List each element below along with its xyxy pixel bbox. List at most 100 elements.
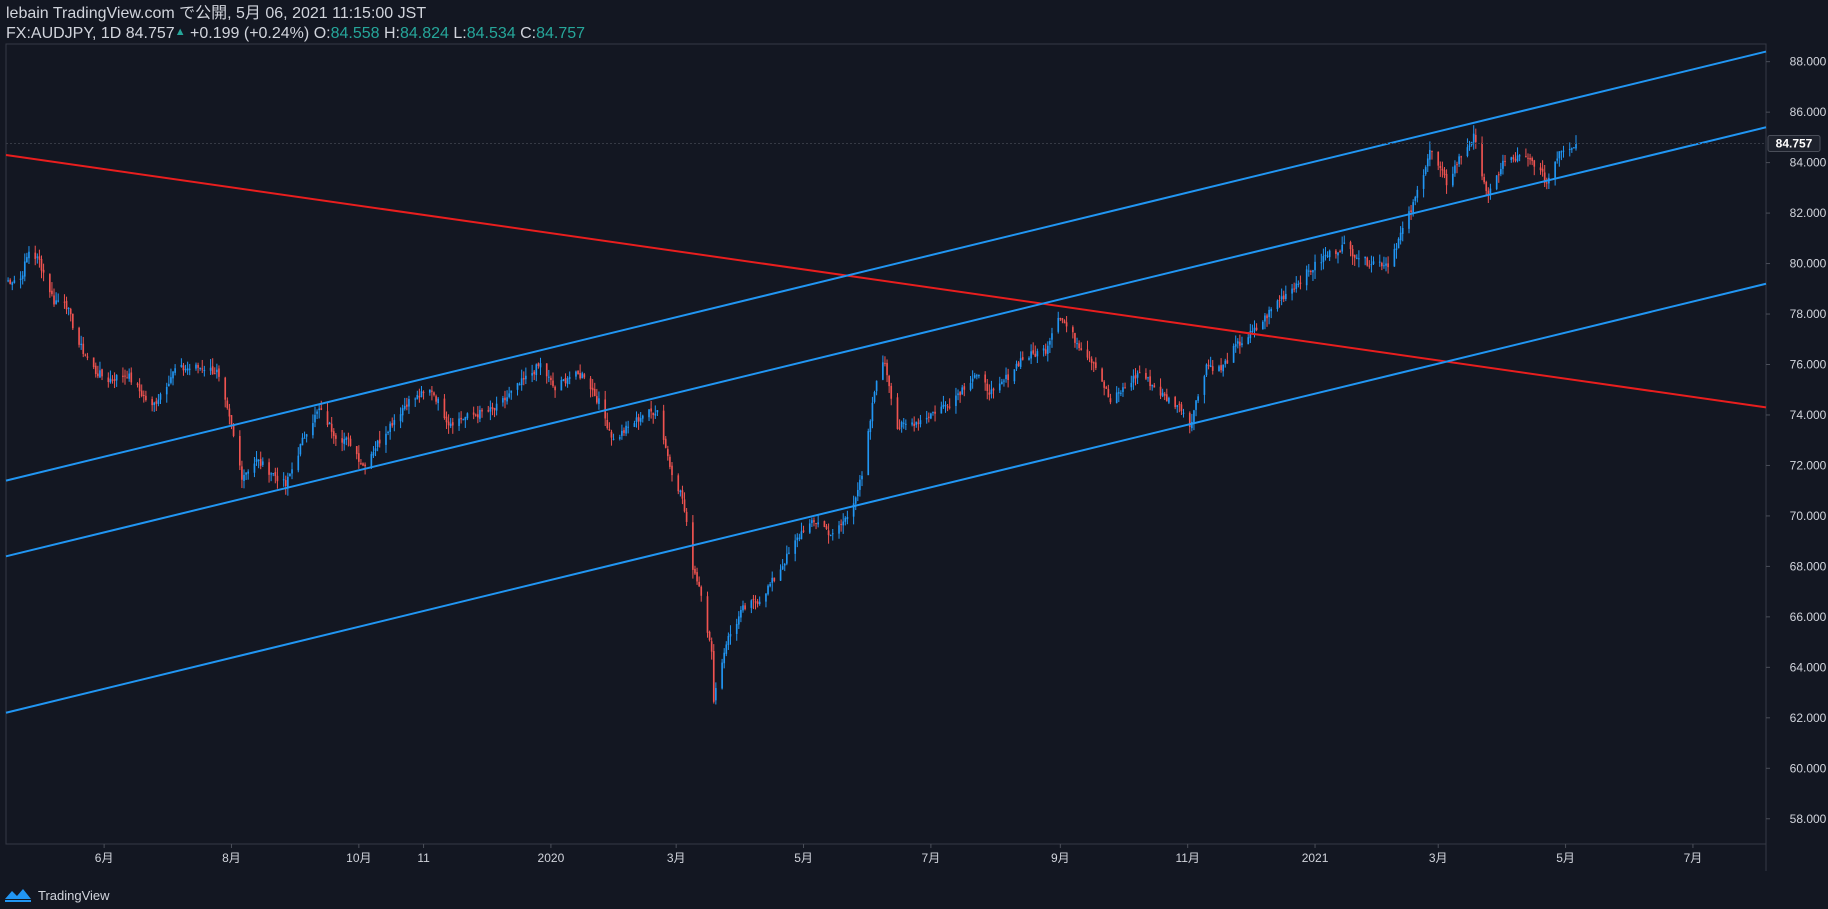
candle-down [447, 421, 450, 426]
candle-up [1573, 147, 1575, 149]
candle-up [525, 375, 527, 380]
candle-down [1163, 393, 1166, 396]
red-trend-line[interactable] [5, 154, 1767, 409]
candle-up [1385, 263, 1387, 266]
candle-up [301, 437, 304, 446]
candle-down [1527, 157, 1529, 159]
candle-up [641, 415, 644, 419]
candle-down [122, 375, 124, 378]
candle-up [502, 398, 504, 403]
candle-down [1531, 158, 1534, 162]
candle-up [393, 420, 396, 425]
x-tick-label: 11月 [1175, 851, 1199, 865]
candle-up [462, 419, 465, 421]
candle-up [957, 393, 959, 395]
candle-up [1132, 376, 1135, 383]
price-axis[interactable]: 58.000 60.000 62.000 64.000 66.000 68.000 70.0… [1766, 55, 1827, 826]
candle-up [783, 563, 786, 566]
candle-down [182, 365, 185, 371]
candle-up [547, 376, 550, 378]
candle-up [13, 280, 16, 283]
candle-up [1571, 148, 1573, 150]
candle-up [930, 413, 932, 419]
symbol-info[interactable]: FX:AUDJPY, 1D 84.757 [6, 25, 175, 42]
candle-up [7, 280, 9, 282]
candle-down [355, 446, 358, 455]
candle-up [1422, 175, 1425, 189]
candle-down [49, 274, 51, 293]
candle-up [961, 387, 964, 395]
candle-up [1416, 189, 1419, 198]
candle-down [53, 295, 55, 305]
candles [7, 125, 1577, 705]
candle-down [349, 438, 352, 446]
candle-up [314, 414, 316, 423]
candle-up [1307, 270, 1310, 272]
candle-down [435, 396, 437, 402]
drawings[interactable] [5, 50, 1767, 714]
candle-down [752, 598, 755, 601]
candle-up [944, 404, 947, 406]
candle-down [1138, 372, 1141, 374]
candle-down [330, 423, 333, 432]
candle-down [1497, 174, 1500, 176]
candle-down [662, 410, 665, 440]
candle-down [213, 373, 216, 375]
candle-down [274, 472, 277, 477]
candle-up [1120, 392, 1122, 394]
candle-down [1437, 151, 1440, 166]
candle-up [508, 393, 510, 397]
candle-down [992, 388, 995, 391]
candle-down [1078, 343, 1080, 349]
candle-up [1224, 360, 1227, 365]
candle-down [666, 449, 669, 457]
candle-up [36, 256, 39, 258]
candle-down [593, 388, 596, 397]
candle-up [560, 380, 563, 391]
candle-down [986, 383, 989, 391]
candle-up [725, 644, 728, 654]
candle-down [1366, 257, 1369, 266]
candle-down [86, 356, 89, 358]
candle-up [159, 394, 162, 400]
x-tick-label: 5月 [794, 851, 813, 865]
candle-up [1401, 227, 1404, 234]
candle-up [289, 473, 291, 477]
candle-down [696, 572, 698, 582]
candle-down [1539, 167, 1542, 171]
candle-down [358, 453, 360, 462]
candle-up [1176, 405, 1179, 407]
candle-up [838, 525, 840, 534]
candle-down [754, 601, 757, 603]
candle-up [1393, 249, 1396, 267]
y-tick-label: 58.000 [1790, 812, 1827, 826]
candle-down [1007, 374, 1009, 381]
candle-up [57, 300, 60, 302]
candle-up [598, 398, 600, 404]
candle-down [113, 379, 116, 382]
candle-up [247, 471, 250, 474]
candle-down [69, 309, 72, 315]
candle-down [9, 279, 12, 284]
candle-down [888, 375, 890, 387]
candle-down [934, 411, 936, 414]
blue-channel-line[interactable] [5, 282, 1767, 714]
candle-down [472, 412, 475, 415]
footer[interactable]: TradingView [4, 887, 110, 903]
candle-up [1500, 169, 1502, 175]
candle-down [378, 439, 381, 444]
time-axis[interactable]: 6月 8月 10月 11 2020 3月 5月 7月 9月 11月 2021 3月 5月 7月 [95, 844, 1702, 865]
candle-down [652, 412, 655, 416]
candle-up [566, 378, 569, 385]
candle-up [1168, 397, 1170, 403]
candle-down [1335, 250, 1337, 254]
candle-up [882, 362, 884, 380]
blue-channel-line[interactable] [5, 126, 1767, 558]
blue-channel-line[interactable] [5, 50, 1767, 482]
candle-up [21, 275, 24, 279]
candle-up [1328, 250, 1331, 258]
candle-down [596, 396, 598, 403]
candle-down [124, 375, 126, 377]
candle-down [493, 407, 496, 411]
